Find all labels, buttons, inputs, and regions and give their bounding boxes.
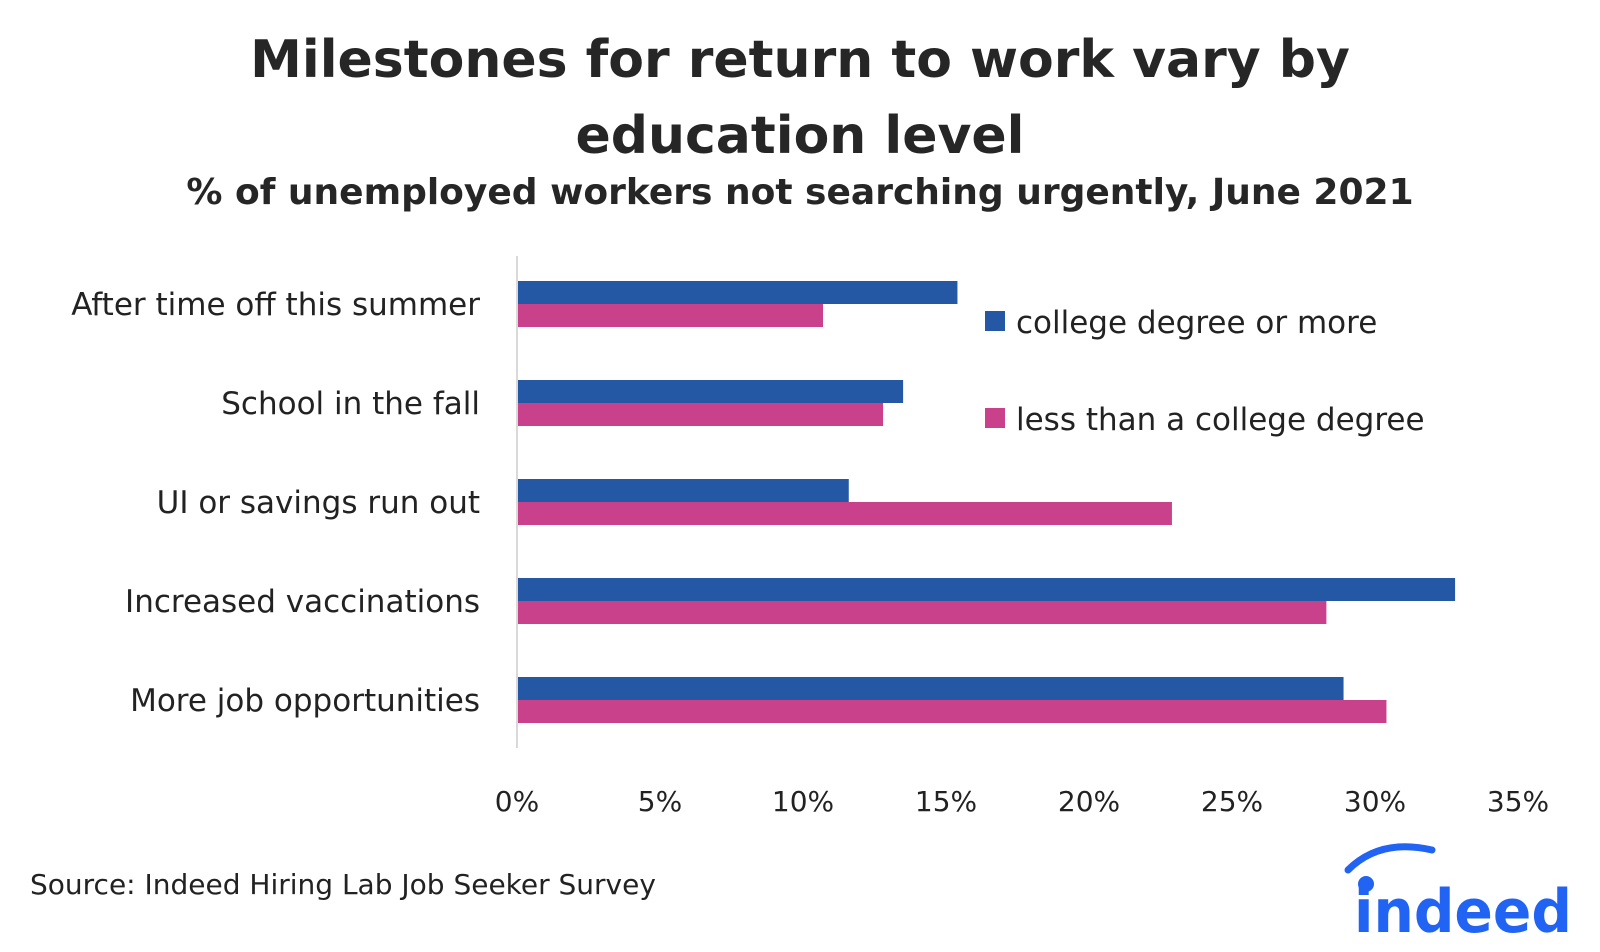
bar-less-than-college-3: [517, 601, 1327, 624]
bar-college-2: [517, 479, 849, 502]
x-tick-label: 15%: [915, 785, 977, 818]
bar-college-0: [517, 281, 958, 304]
x-tick-label: 30%: [1344, 785, 1406, 818]
x-tick-label: 20%: [1058, 785, 1120, 818]
category-label: School in the fall: [221, 386, 480, 422]
category-labels: After time off this summer School in the …: [71, 287, 480, 719]
x-tick-label: 0%: [495, 785, 539, 818]
chart-subtitle: % of unemployed workers not searching ur…: [186, 172, 1414, 213]
bars-group: [517, 281, 1456, 723]
bar-college-4: [517, 677, 1344, 700]
bar-less-than-college-4: [517, 700, 1387, 723]
bar-college-3: [517, 578, 1456, 601]
bar-less-than-college-2: [517, 502, 1172, 525]
category-label: Increased vaccinations: [125, 584, 480, 620]
logo-wordmark: indeed: [1354, 877, 1572, 942]
bar-less-than-college-0: [517, 304, 824, 327]
chart-title-line1: Milestones for return to work vary by: [250, 30, 1350, 90]
source-note: Source: Indeed Hiring Lab Job Seeker Sur…: [30, 868, 656, 901]
chart-title: Milestones for return to work vary by ed…: [0, 22, 1600, 174]
category-label: After time off this summer: [71, 287, 480, 323]
x-tick-labels: 0% 5% 10% 15% 20% 25% 30% 35%: [495, 785, 1549, 818]
legend-label: less than a college degree: [1016, 402, 1425, 438]
x-tick-label: 10%: [772, 785, 834, 818]
x-tick-label: 35%: [1487, 785, 1549, 818]
chart-title-line2: education level: [575, 106, 1025, 166]
bar-college-1: [517, 380, 904, 403]
x-tick-label: 5%: [638, 785, 682, 818]
legend-swatch-less-than-college: [985, 408, 1005, 428]
logo-dot: [1358, 876, 1374, 892]
category-label: More job opportunities: [130, 683, 480, 719]
legend-label: college degree or more: [1016, 305, 1377, 341]
logo-swoosh: [1344, 843, 1436, 874]
category-label: UI or savings run out: [157, 485, 480, 521]
legend: college degree or more less than a colleg…: [985, 305, 1425, 438]
indeed-logo: indeed: [1344, 843, 1572, 942]
bar-less-than-college-1: [517, 403, 884, 426]
legend-swatch-college: [985, 311, 1005, 331]
x-tick-label: 25%: [1201, 785, 1263, 818]
